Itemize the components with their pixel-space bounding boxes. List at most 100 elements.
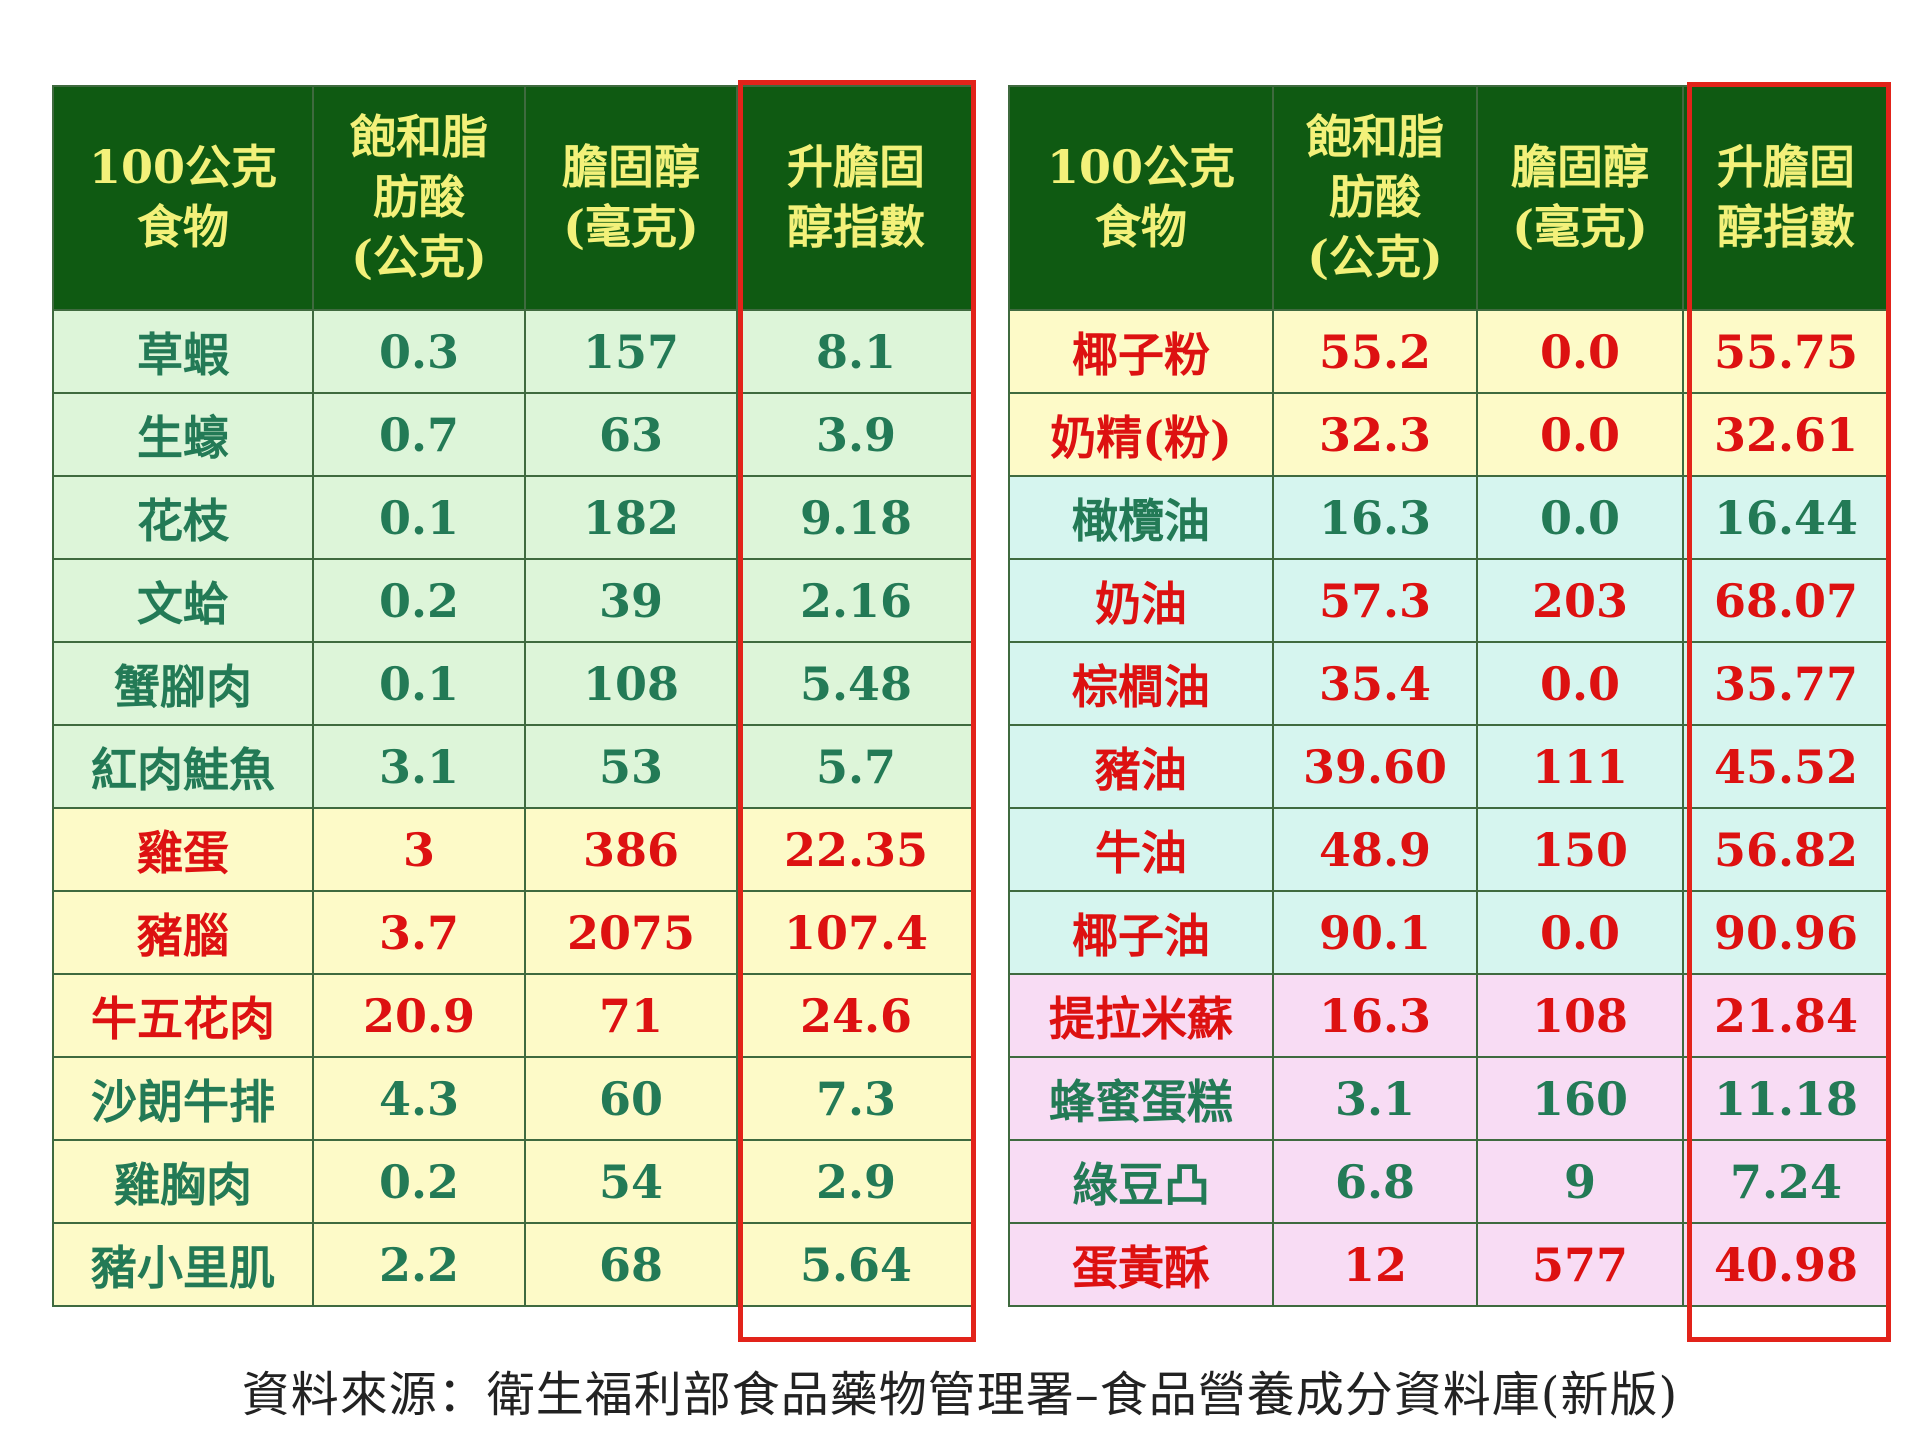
cholesterol-index-cell: 11.18 <box>1682 1056 1890 1141</box>
food-name-cell: 棕櫚油 <box>1008 641 1274 726</box>
cholesterol-index-cell: 7.24 <box>1682 1139 1890 1224</box>
table-row: 豬油 39.60 111 45.52 <box>1008 724 1890 809</box>
food-name-cell: 豬腦 <box>52 890 314 975</box>
saturated-fat-cell: 55.2 <box>1272 309 1478 394</box>
saturated-fat-cell: 39.60 <box>1272 724 1478 809</box>
cholesterol-index-cell: 8.1 <box>736 309 976 394</box>
cholesterol-cell: 63 <box>524 392 738 477</box>
cholesterol-index-cell: 21.84 <box>1682 973 1890 1058</box>
right-table-body: 椰子粉 55.2 0.0 55.75 奶精(粉) 32.3 0.0 32.61 橄欖油 16.3 0… <box>1008 309 1890 1307</box>
cholesterol-cell: 0.0 <box>1476 475 1684 560</box>
cholesterol-cell: 108 <box>1476 973 1684 1058</box>
food-name-cell: 牛五花肉 <box>52 973 314 1058</box>
table-row: 牛五花肉 20.9 71 24.6 <box>52 973 976 1058</box>
header-text-line: (公克) <box>1307 229 1443 284</box>
food-name-cell: 奶油 <box>1008 558 1274 643</box>
table-row: 蟹腳肉 0.1 108 5.48 <box>52 641 976 726</box>
header-text-line: 肪酸 <box>1329 170 1421 225</box>
food-name-cell: 雞胸肉 <box>52 1139 314 1224</box>
cholesterol-cell: 111 <box>1476 724 1684 809</box>
cholesterol-cell: 71 <box>524 973 738 1058</box>
saturated-fat-cell: 35.4 <box>1272 641 1478 726</box>
left-nutrition-table: 100公克 食物 飽和脂 肪酸 (公克) 膽固醇 (毫克) 升膽固 醇指數 草蝦 0.3 157 8.… <box>52 85 976 1307</box>
header-text-line: 膽固醇 <box>562 140 700 195</box>
table-row: 蛋黃酥 12 577 40.98 <box>1008 1222 1890 1307</box>
cholesterol-cell: 386 <box>524 807 738 892</box>
cholesterol-cell: 160 <box>1476 1056 1684 1141</box>
food-name-cell: 蛋黃酥 <box>1008 1222 1274 1307</box>
cholesterol-cell: 0.0 <box>1476 641 1684 726</box>
header-food: 100公克 食物 <box>52 85 314 311</box>
saturated-fat-cell: 3.7 <box>312 890 526 975</box>
saturated-fat-cell: 0.2 <box>312 558 526 643</box>
header-saturated-fat: 飽和脂 肪酸 (公克) <box>1272 85 1478 311</box>
food-name-cell: 文蛤 <box>52 558 314 643</box>
cholesterol-cell: 203 <box>1476 558 1684 643</box>
food-name-cell: 奶精(粉) <box>1008 392 1274 477</box>
saturated-fat-cell: 48.9 <box>1272 807 1478 892</box>
cholesterol-index-cell: 24.6 <box>736 973 976 1058</box>
saturated-fat-cell: 0.3 <box>312 309 526 394</box>
header-text-line: (公克) <box>351 229 487 284</box>
table-row: 雞蛋 3 386 22.35 <box>52 807 976 892</box>
header-cholesterol: 膽固醇 (毫克) <box>1476 85 1684 311</box>
header-text-line: (毫克) <box>1512 200 1648 254</box>
cholesterol-cell: 108 <box>524 641 738 726</box>
cholesterol-cell: 9 <box>1476 1139 1684 1224</box>
food-name-cell: 草蝦 <box>52 309 314 394</box>
food-name-cell: 橄欖油 <box>1008 475 1274 560</box>
header-saturated-fat: 飽和脂 肪酸 (公克) <box>312 85 526 311</box>
cholesterol-index-cell: 5.64 <box>736 1222 976 1307</box>
saturated-fat-cell: 2.2 <box>312 1222 526 1307</box>
table-row: 牛油 48.9 150 56.82 <box>1008 807 1890 892</box>
header-text-line: 升膽固 <box>787 140 925 195</box>
header-text-line: 食物 <box>1095 200 1187 254</box>
table-row: 椰子粉 55.2 0.0 55.75 <box>1008 309 1890 394</box>
header-text-line: 100公克 <box>1046 140 1236 195</box>
saturated-fat-cell: 12 <box>1272 1222 1478 1307</box>
table-row: 沙朗牛排 4.3 60 7.3 <box>52 1056 976 1141</box>
cholesterol-cell: 39 <box>524 558 738 643</box>
cholesterol-index-cell: 56.82 <box>1682 807 1890 892</box>
header-text-line: 膽固醇 <box>1511 140 1649 195</box>
cholesterol-cell: 157 <box>524 309 738 394</box>
table-row: 紅肉鮭魚 3.1 53 5.7 <box>52 724 976 809</box>
cholesterol-index-cell: 5.7 <box>736 724 976 809</box>
food-name-cell: 牛油 <box>1008 807 1274 892</box>
left-header-row: 100公克 食物 飽和脂 肪酸 (公克) 膽固醇 (毫克) 升膽固 醇指數 <box>52 85 976 311</box>
cholesterol-index-cell: 68.07 <box>1682 558 1890 643</box>
cholesterol-index-cell: 2.9 <box>736 1139 976 1224</box>
table-row: 棕櫚油 35.4 0.0 35.77 <box>1008 641 1890 726</box>
saturated-fat-cell: 0.2 <box>312 1139 526 1224</box>
saturated-fat-cell: 16.3 <box>1272 973 1478 1058</box>
cholesterol-cell: 60 <box>524 1056 738 1141</box>
saturated-fat-cell: 0.1 <box>312 475 526 560</box>
left-table-body: 草蝦 0.3 157 8.1 生蠔 0.7 63 3.9 花枝 0.1 182 9.18 文蛤 0.2 39… <box>52 309 976 1307</box>
food-name-cell: 雞蛋 <box>52 807 314 892</box>
table-row: 花枝 0.1 182 9.18 <box>52 475 976 560</box>
saturated-fat-cell: 16.3 <box>1272 475 1478 560</box>
table-row: 蜂蜜蛋糕 3.1 160 11.18 <box>1008 1056 1890 1141</box>
cholesterol-index-cell: 9.18 <box>736 475 976 560</box>
table-row: 奶精(粉) 32.3 0.0 32.61 <box>1008 392 1890 477</box>
header-cholesterol-index: 升膽固 醇指數 <box>736 85 976 311</box>
cholesterol-cell: 54 <box>524 1139 738 1224</box>
food-name-cell: 沙朗牛排 <box>52 1056 314 1141</box>
food-name-cell: 生蠔 <box>52 392 314 477</box>
cholesterol-cell: 182 <box>524 475 738 560</box>
cholesterol-cell: 53 <box>524 724 738 809</box>
header-text-line: 100公克 <box>88 140 278 195</box>
cholesterol-cell: 2075 <box>524 890 738 975</box>
saturated-fat-cell: 3.1 <box>312 724 526 809</box>
header-food: 100公克 食物 <box>1008 85 1274 311</box>
food-name-cell: 蟹腳肉 <box>52 641 314 726</box>
cholesterol-cell: 150 <box>1476 807 1684 892</box>
header-text-line: 飽和脂 <box>350 110 488 165</box>
food-name-cell: 豬油 <box>1008 724 1274 809</box>
table-row: 奶油 57.3 203 68.07 <box>1008 558 1890 643</box>
saturated-fat-cell: 32.3 <box>1272 392 1478 477</box>
cholesterol-index-cell: 55.75 <box>1682 309 1890 394</box>
header-text-line: 食物 <box>137 200 229 254</box>
food-name-cell: 椰子粉 <box>1008 309 1274 394</box>
right-nutrition-table: 100公克 食物 飽和脂 肪酸 (公克) 膽固醇 (毫克) 升膽固 醇指數 椰子粉 55.2 0.0… <box>1008 85 1890 1307</box>
